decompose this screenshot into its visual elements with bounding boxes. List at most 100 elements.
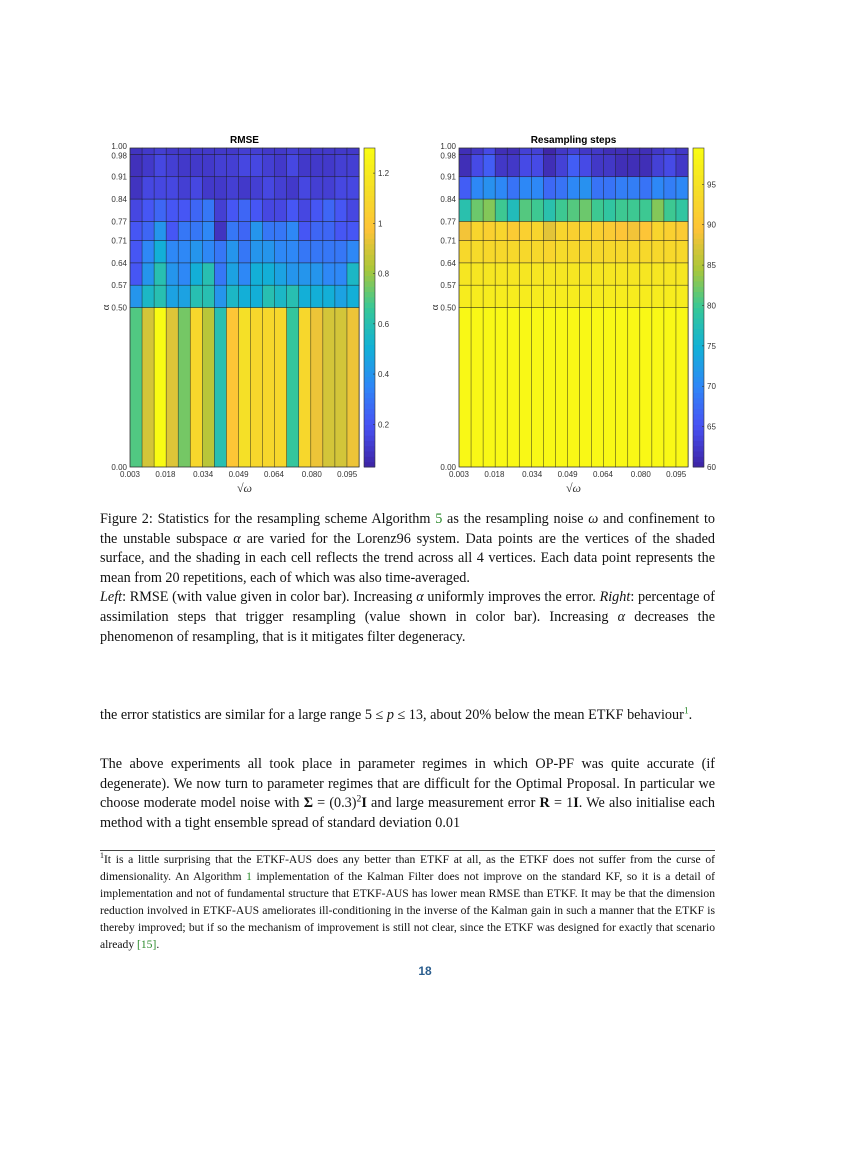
heatmap-cell bbox=[567, 240, 581, 264]
colorbar-segment bbox=[693, 264, 704, 271]
heatmap-cell bbox=[543, 154, 557, 178]
colorbar-segment bbox=[693, 179, 704, 186]
heatmap-cell bbox=[627, 221, 641, 241]
heatmap-cell bbox=[579, 154, 593, 178]
heatmap-cell bbox=[458, 240, 472, 264]
heatmap-cell bbox=[615, 307, 629, 468]
colorbar-segment bbox=[693, 259, 704, 266]
colorbar-segment bbox=[364, 387, 375, 394]
heatmap-cell bbox=[675, 221, 689, 241]
heatmap-cell bbox=[627, 307, 641, 468]
heatmap-cell bbox=[153, 198, 167, 222]
heatmap-cell bbox=[214, 284, 228, 308]
heatmap-cell bbox=[494, 307, 508, 468]
text-segment: and confinement to the unstable subspace bbox=[100, 511, 715, 547]
heatmap-cell bbox=[506, 240, 520, 264]
colorbar-tick-label: 95 bbox=[707, 180, 716, 189]
heatmap-cell bbox=[663, 307, 677, 468]
heatmap-cell bbox=[286, 198, 300, 222]
rmse-heatmap: RMSE 0.00 0.50 0.57 0.64 0.71 0.77 0.84 0.91 0.98… bbox=[100, 128, 430, 498]
heatmap-cell bbox=[141, 176, 155, 200]
heatmap-cell bbox=[651, 198, 665, 222]
colorbar-segment bbox=[693, 270, 704, 277]
heatmap-cell bbox=[177, 198, 191, 222]
heatmap-cell bbox=[518, 198, 532, 222]
colorbar-segment bbox=[364, 259, 375, 266]
y-tick-label: 0.77 bbox=[440, 217, 456, 226]
colorbar-segment bbox=[693, 365, 704, 372]
colorbar-segment bbox=[364, 195, 375, 202]
x-tick-label: 0.034 bbox=[522, 470, 543, 479]
heatmap-cell bbox=[153, 284, 167, 308]
heatmap-cell bbox=[639, 284, 653, 308]
heatmap-cell bbox=[531, 198, 544, 222]
heatmap-cell bbox=[129, 307, 143, 468]
heatmap-cell bbox=[189, 176, 203, 200]
heatmap-cell bbox=[579, 221, 593, 241]
heatmap-cell bbox=[250, 147, 264, 155]
cross-reference-link[interactable]: 1 bbox=[246, 870, 252, 883]
heatmap-cell bbox=[458, 176, 472, 200]
heatmap-cell bbox=[531, 154, 544, 178]
heatmap-cell bbox=[651, 262, 665, 286]
heatmap-cell bbox=[214, 147, 228, 155]
heatmap-cell bbox=[274, 262, 288, 286]
colorbar-segment bbox=[364, 158, 375, 165]
colorbar-tick-label: 1.2 bbox=[378, 169, 390, 178]
heatmap-cell bbox=[189, 284, 203, 308]
heatmap-cell bbox=[518, 221, 532, 241]
heatmap-cell bbox=[675, 176, 689, 200]
y-tick-label: 0.98 bbox=[440, 151, 456, 160]
heatmap-cell bbox=[346, 221, 360, 241]
heatmap-cell bbox=[518, 154, 532, 178]
figure-caption: Figure 2: Statistics for the resampling … bbox=[100, 510, 715, 647]
colorbar-tick-label: 0.2 bbox=[378, 420, 390, 429]
heatmap-cell bbox=[177, 176, 191, 200]
heatmap-cell bbox=[506, 284, 520, 308]
heatmap-cell bbox=[603, 154, 617, 178]
heatmap-cell bbox=[567, 198, 581, 222]
y-tick-label: 0.64 bbox=[111, 259, 127, 268]
heatmap-cell bbox=[603, 221, 617, 241]
heatmap-cell bbox=[274, 147, 288, 155]
cross-reference-link[interactable]: [15] bbox=[137, 938, 157, 951]
heatmap-cell bbox=[579, 240, 593, 264]
heatmap-cell bbox=[214, 198, 228, 222]
heatmap-cell bbox=[591, 147, 605, 155]
heatmap-cell bbox=[651, 176, 665, 200]
colorbar-tick-label: 75 bbox=[707, 342, 716, 351]
heatmap-cell bbox=[346, 198, 360, 222]
heatmap-cell bbox=[310, 147, 324, 155]
heatmap-cell bbox=[470, 147, 484, 155]
x-tick-label: 0.064 bbox=[264, 470, 285, 479]
colorbar-segment bbox=[693, 211, 704, 218]
cross-reference-link[interactable]: 5 bbox=[435, 511, 443, 527]
y-tick-label: 1.00 bbox=[111, 142, 127, 151]
colorbar-tick-label: 65 bbox=[707, 423, 716, 432]
heatmap-cell bbox=[651, 154, 665, 178]
heatmap-cell bbox=[322, 154, 336, 178]
footnote-link[interactable]: 1 bbox=[683, 705, 689, 717]
colorbar-segment bbox=[364, 376, 375, 383]
text-segment: The above experiments all took place in … bbox=[100, 756, 715, 812]
heatmap-cell bbox=[639, 307, 653, 468]
heatmap-cell bbox=[250, 240, 264, 264]
colorbar-segment bbox=[693, 440, 704, 447]
heatmap-cell bbox=[470, 262, 484, 286]
heatmap-cell bbox=[555, 198, 569, 222]
heatmap-cell bbox=[591, 176, 605, 200]
y-tick-label: 0.00 bbox=[111, 463, 127, 472]
heatmap-cell bbox=[262, 154, 276, 178]
colorbar-segment bbox=[693, 334, 704, 340]
colorbar-segment bbox=[693, 254, 704, 261]
heatmap-cell bbox=[591, 307, 605, 468]
heatmap-cell bbox=[346, 284, 360, 308]
heatmap-cell bbox=[543, 240, 557, 264]
heatmap-cell bbox=[202, 240, 215, 264]
colorbar-frame bbox=[692, 147, 705, 468]
colorbar-segment bbox=[364, 227, 375, 234]
heatmap-cell bbox=[531, 307, 544, 468]
heatmap-cell bbox=[322, 176, 336, 200]
text-segment: Figure 2: Statistics for the resampling … bbox=[100, 511, 436, 527]
heatmap-cell bbox=[543, 284, 557, 308]
